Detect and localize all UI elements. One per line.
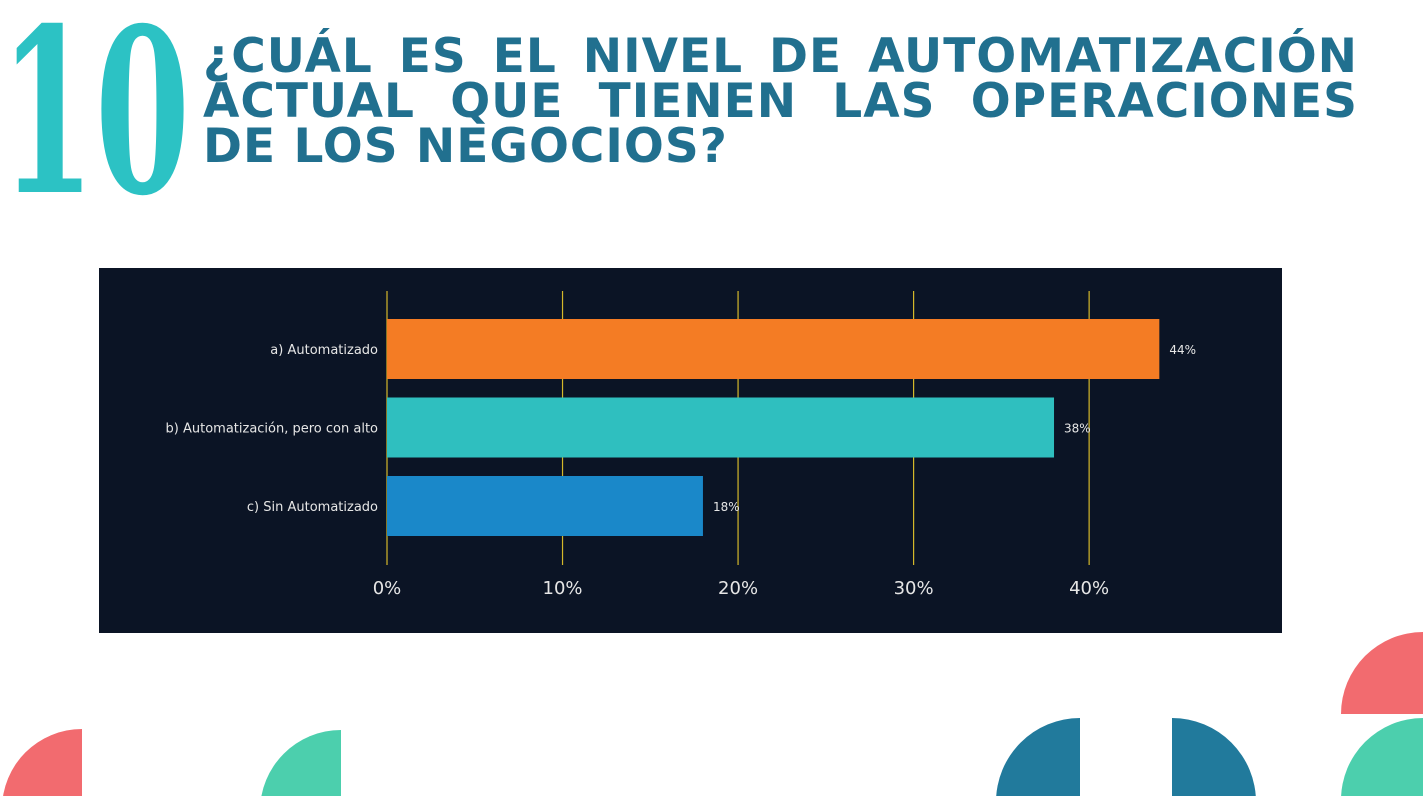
- question-number-text: 10: [0, 0, 190, 205]
- x-tick-label: 40%: [1069, 578, 1109, 599]
- page-title: ¿CUÁL ES EL NIVEL DE AUTOMATIZACIÓN ACTU…: [203, 29, 1358, 174]
- bar-3: [387, 476, 703, 536]
- category-label: c) Sin Automatizado: [247, 500, 378, 515]
- coral-quarter-circle-right: [1341, 632, 1423, 714]
- bars: [387, 319, 1160, 536]
- mint-quarter-circle-right: [1341, 718, 1423, 796]
- category-label: a) Automatizado: [270, 343, 378, 358]
- x-tick-label: 0%: [373, 578, 402, 599]
- category-label: b) Automatización, pero con alto: [166, 422, 379, 437]
- x-tick-label: 20%: [718, 578, 758, 599]
- value-label: 38%: [1064, 422, 1091, 436]
- x-tick-label: 30%: [894, 578, 934, 599]
- blue-quarter-circle-left: [996, 718, 1080, 796]
- bar-2: [387, 397, 1055, 458]
- question-number: 10: [0, 0, 190, 205]
- value-label: 44%: [1169, 343, 1196, 357]
- x-tick-label: 10%: [543, 578, 583, 599]
- coral-quarter-circle-left: [3, 729, 82, 796]
- value-label: 18%: [713, 500, 740, 514]
- bar-1: [387, 319, 1160, 379]
- mint-quarter-circle-left: [261, 730, 341, 796]
- bar-chart: 0% 10% 20% 30% 40% a) Automatizado 44% b) Autom…: [99, 268, 1282, 633]
- labels: 0% 10% 20% 30% 40% a) Automatizado 44% b) Autom…: [166, 343, 1196, 599]
- chart-canvas: 0% 10% 20% 30% 40% a) Automatizado 44% b) Autom…: [166, 291, 1196, 599]
- blue-quarter-circle-right: [1172, 718, 1256, 796]
